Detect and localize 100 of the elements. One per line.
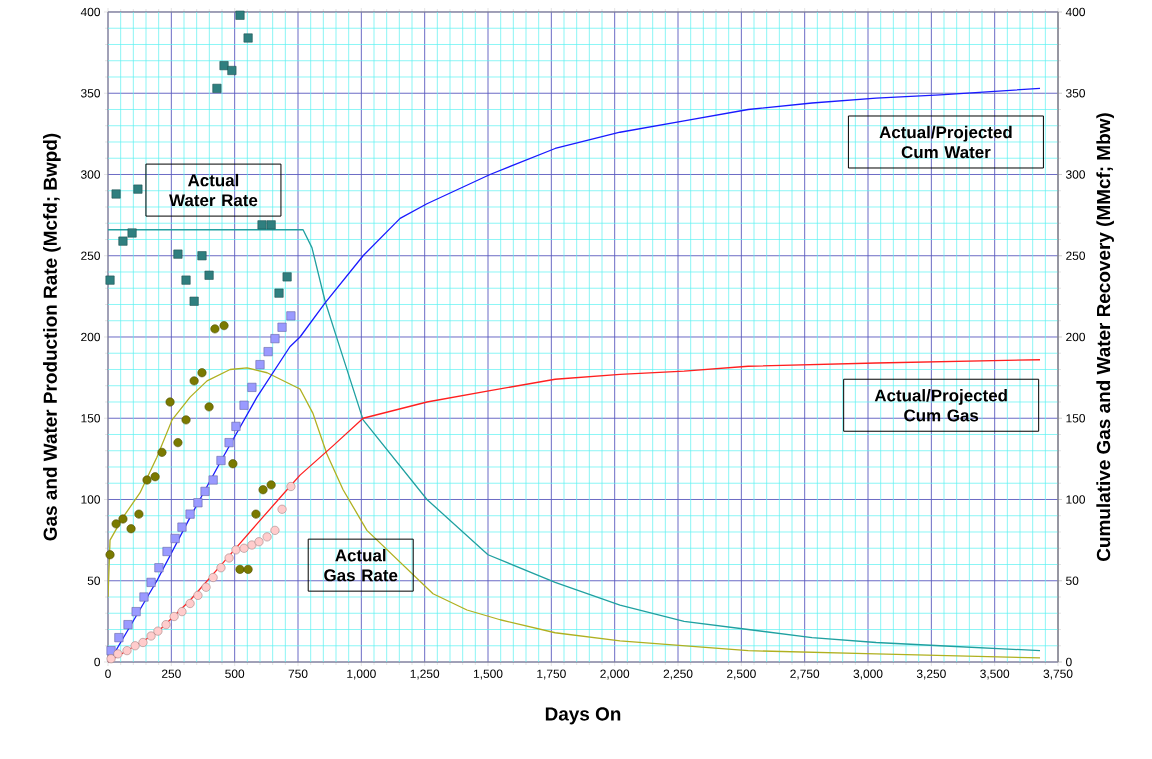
y-tick-label: 50 bbox=[87, 576, 101, 585]
point bbox=[114, 633, 124, 643]
point bbox=[181, 415, 191, 425]
point bbox=[173, 438, 183, 448]
x-tick-label: 1,000 bbox=[347, 669, 376, 680]
point bbox=[216, 563, 226, 573]
point bbox=[122, 646, 132, 656]
point bbox=[161, 620, 171, 630]
point bbox=[228, 459, 238, 469]
point bbox=[200, 486, 210, 496]
y-tick-label: 300 bbox=[80, 170, 101, 179]
point bbox=[185, 599, 195, 608]
point bbox=[224, 438, 234, 448]
x-tick-label: 3,250 bbox=[916, 669, 946, 680]
point bbox=[219, 61, 229, 71]
y2-tick-label: 50 bbox=[1066, 576, 1079, 585]
y2-tick-label: 250 bbox=[1066, 251, 1086, 260]
annotation: Actual Gas Rate bbox=[324, 548, 398, 582]
y2-axis-title: Cumulative Gas and Water Recovery (MMcf; Mbw) bbox=[1096, 113, 1114, 561]
point bbox=[270, 334, 280, 344]
point bbox=[204, 270, 214, 280]
point bbox=[254, 537, 264, 547]
point bbox=[189, 376, 199, 386]
point bbox=[257, 220, 267, 230]
point bbox=[106, 654, 116, 664]
x-tick-label: 2,000 bbox=[600, 669, 630, 680]
point bbox=[231, 545, 241, 555]
point bbox=[138, 638, 148, 647]
point bbox=[142, 475, 152, 485]
x-tick-label: 3,000 bbox=[853, 669, 883, 680]
point bbox=[274, 288, 284, 298]
point bbox=[105, 550, 115, 560]
y2-tick-label: 400 bbox=[1065, 7, 1086, 17]
point bbox=[123, 620, 133, 630]
point bbox=[118, 236, 128, 246]
point bbox=[126, 524, 136, 534]
y2-tick-label: 200 bbox=[1066, 332, 1086, 342]
point bbox=[146, 631, 156, 641]
point bbox=[224, 553, 234, 563]
point bbox=[146, 577, 156, 587]
point bbox=[165, 397, 175, 407]
point bbox=[204, 402, 214, 412]
point bbox=[185, 509, 195, 519]
annotation: Actual/Projected Cum Gas bbox=[874, 389, 1007, 422]
y-tick-label: 350 bbox=[80, 89, 101, 98]
point bbox=[262, 532, 272, 542]
point bbox=[170, 534, 180, 543]
point bbox=[181, 275, 191, 285]
y-tick-label: 0 bbox=[94, 657, 101, 667]
y-axis-title: Gas and Water Production Rate (Mcfd; Bwpd) bbox=[43, 133, 61, 541]
x-tick-label: 1,750 bbox=[537, 669, 566, 680]
point bbox=[258, 485, 268, 495]
y-tick-label: 100 bbox=[81, 495, 101, 504]
point bbox=[177, 607, 187, 617]
point bbox=[239, 543, 249, 553]
point bbox=[270, 525, 280, 535]
point bbox=[130, 641, 140, 651]
point bbox=[247, 382, 257, 392]
point bbox=[266, 480, 276, 490]
point bbox=[193, 590, 203, 600]
y-tick-label: 200 bbox=[81, 332, 101, 342]
point bbox=[189, 296, 199, 306]
y2-tick-label: 150 bbox=[1066, 414, 1086, 423]
point bbox=[239, 400, 249, 410]
point bbox=[177, 522, 187, 532]
point bbox=[162, 547, 172, 556]
annotation: Actual/Projected Cum Water bbox=[879, 125, 1012, 159]
x-tick-label: 1,500 bbox=[473, 669, 503, 680]
point bbox=[197, 368, 207, 378]
x-tick-label: 2,250 bbox=[663, 669, 693, 680]
point bbox=[139, 592, 149, 602]
point bbox=[134, 509, 144, 519]
point bbox=[243, 564, 253, 574]
point bbox=[154, 563, 164, 573]
x-tick-label: 2,500 bbox=[726, 669, 756, 680]
point bbox=[113, 649, 123, 659]
point bbox=[201, 582, 211, 592]
x-tick-label: 500 bbox=[225, 669, 245, 678]
x-tick-label: 2,750 bbox=[790, 669, 820, 680]
x-tick-label: 0 bbox=[105, 669, 111, 678]
point bbox=[133, 184, 143, 194]
point bbox=[173, 249, 183, 259]
y2-tick-label: 300 bbox=[1065, 170, 1086, 179]
point bbox=[277, 322, 287, 332]
x-tick-label: 1,250 bbox=[410, 669, 440, 680]
point bbox=[111, 519, 121, 529]
point bbox=[150, 472, 160, 482]
point bbox=[286, 482, 296, 491]
point bbox=[106, 646, 116, 656]
point bbox=[266, 220, 276, 230]
point bbox=[282, 272, 292, 282]
point bbox=[193, 498, 203, 508]
x-axis-title: Days On bbox=[545, 707, 621, 725]
point bbox=[131, 607, 141, 617]
x-tick-label: 250 bbox=[161, 669, 181, 678]
point bbox=[153, 626, 163, 636]
y2-tick-label: 350 bbox=[1065, 89, 1086, 98]
point bbox=[235, 564, 245, 574]
y-tick-label: 250 bbox=[81, 251, 101, 260]
y-tick-label: 400 bbox=[80, 7, 101, 17]
